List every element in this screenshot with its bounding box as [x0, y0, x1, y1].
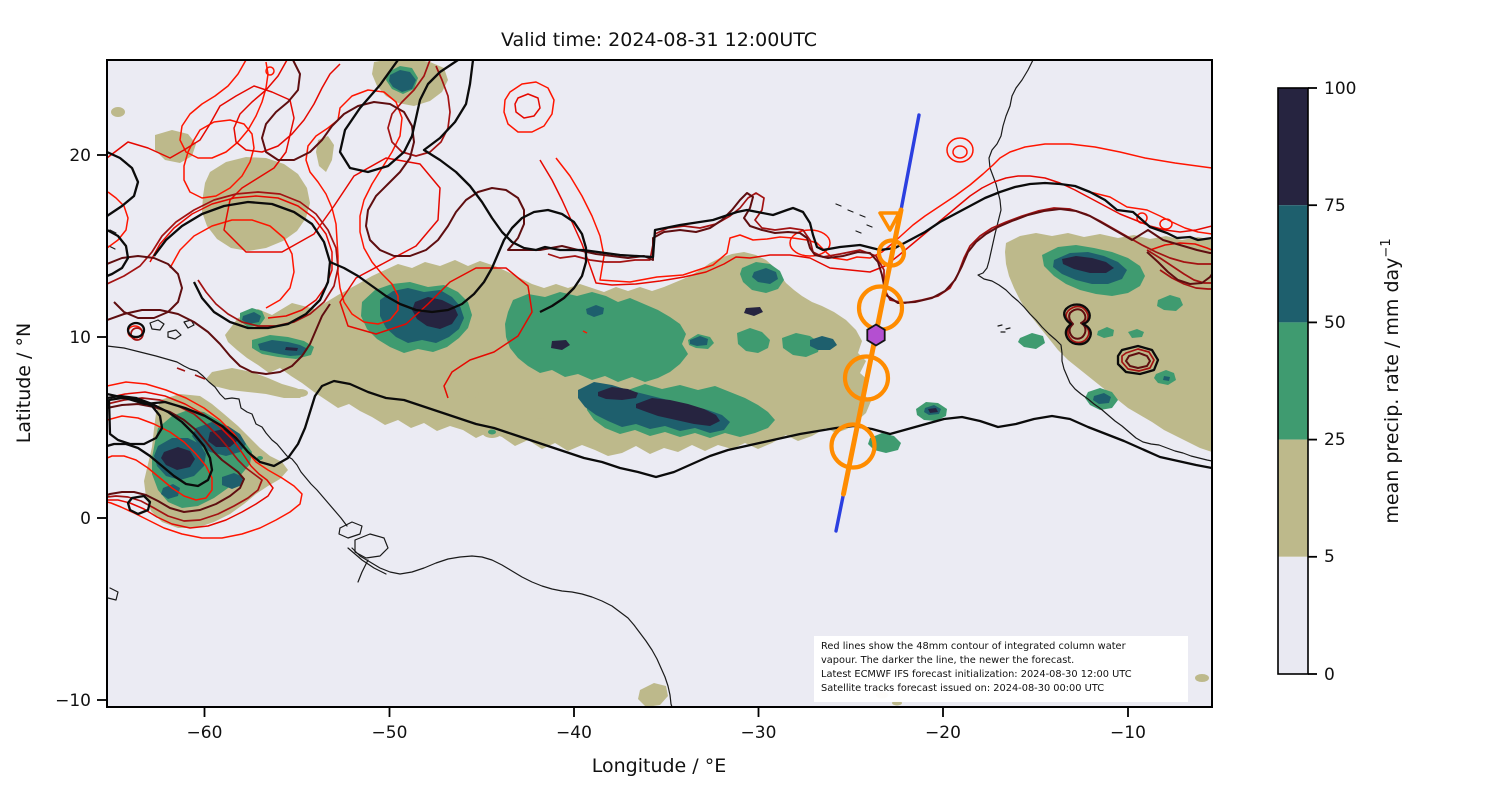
footprint-circle	[876, 238, 907, 268]
colorbar-segment	[1278, 439, 1308, 557]
x-tick-marks	[203, 707, 1129, 717]
note-background	[814, 636, 1188, 702]
colorbar: 100 75 50 25 5 0 mean precip. rate / mm …	[1277, 79, 1403, 685]
satellite-extended-track-line	[834, 113, 921, 533]
footprint-circle	[842, 354, 891, 402]
note-line-4: Satellite tracks forecast issued on: 202…	[821, 683, 1104, 694]
colorbar-tick-label: 75	[1324, 196, 1346, 216]
y-tick-label: −10	[55, 691, 91, 711]
icwv-contour-oldest-red	[107, 60, 1212, 539]
icwv-contour-newer-maroon	[107, 60, 1212, 513]
forecast-note: Red lines show the 48mm contour of integ…	[814, 636, 1188, 702]
note-line-1: Red lines show the 48mm contour of integ…	[821, 641, 1127, 652]
colorbar-segment	[1278, 322, 1308, 440]
colorbar-frame	[1277, 87, 1309, 675]
colorbar-tick-label: 25	[1324, 430, 1346, 450]
coastlines	[107, 60, 1212, 707]
colorbar-tick-label: 50	[1324, 313, 1346, 333]
colorbar-segment	[1278, 205, 1308, 323]
colorbar-segment	[1278, 88, 1308, 206]
icwv-contour-older-red	[107, 60, 1212, 529]
note-line-2: vapour. The darker the line, the newer t…	[821, 655, 1074, 666]
x-axis: −60 −50 −40 −30 −20 −10 Longitude / °E	[187, 707, 1146, 777]
y-tick-label: 10	[69, 328, 91, 348]
x-axis-label: Longitude / °E	[592, 755, 726, 777]
plot-title: Valid time: 2024-08-31 12:00UTC	[501, 29, 817, 51]
y-tick-label: 20	[69, 146, 91, 166]
footprint-circle	[829, 422, 877, 470]
precip-fill-75-100	[161, 256, 1114, 470]
colorbar-segment	[1278, 556, 1308, 674]
colorbar-tick-label: 100	[1324, 79, 1356, 99]
satellite-track	[829, 113, 921, 533]
colorbar-tick-marks	[1308, 87, 1317, 675]
map-plot-area: Red lines show the 48mm contour of integ…	[106, 59, 1213, 708]
x-tick-label: −50	[372, 723, 408, 743]
x-tick-label: −20	[925, 723, 961, 743]
y-tick-label: 0	[80, 509, 91, 529]
colorbar-tick-label: 0	[1324, 665, 1335, 685]
colorbar-label: mean precip. rate / mm day−1	[1379, 238, 1403, 523]
icwv-contour-newest-black	[107, 60, 1212, 516]
plot-frame	[106, 59, 1213, 708]
x-tick-label: −30	[741, 723, 777, 743]
y-axis-label: Latitude / °N	[13, 323, 35, 443]
target-hexagon-marker	[866, 323, 886, 347]
y-axis: 20 10 0 −10 Latitude / °N	[13, 146, 107, 711]
satellite-track-line	[841, 207, 904, 497]
x-tick-label: −40	[556, 723, 592, 743]
colorbar-tick-label: 5	[1324, 547, 1335, 567]
overpass-triangle-marker	[878, 211, 901, 232]
note-line-3: Latest ECMWF IFS forecast initialization…	[821, 669, 1132, 680]
y-tick-marks	[97, 154, 107, 701]
x-tick-label: −10	[1110, 723, 1146, 743]
x-tick-label: −60	[187, 723, 223, 743]
